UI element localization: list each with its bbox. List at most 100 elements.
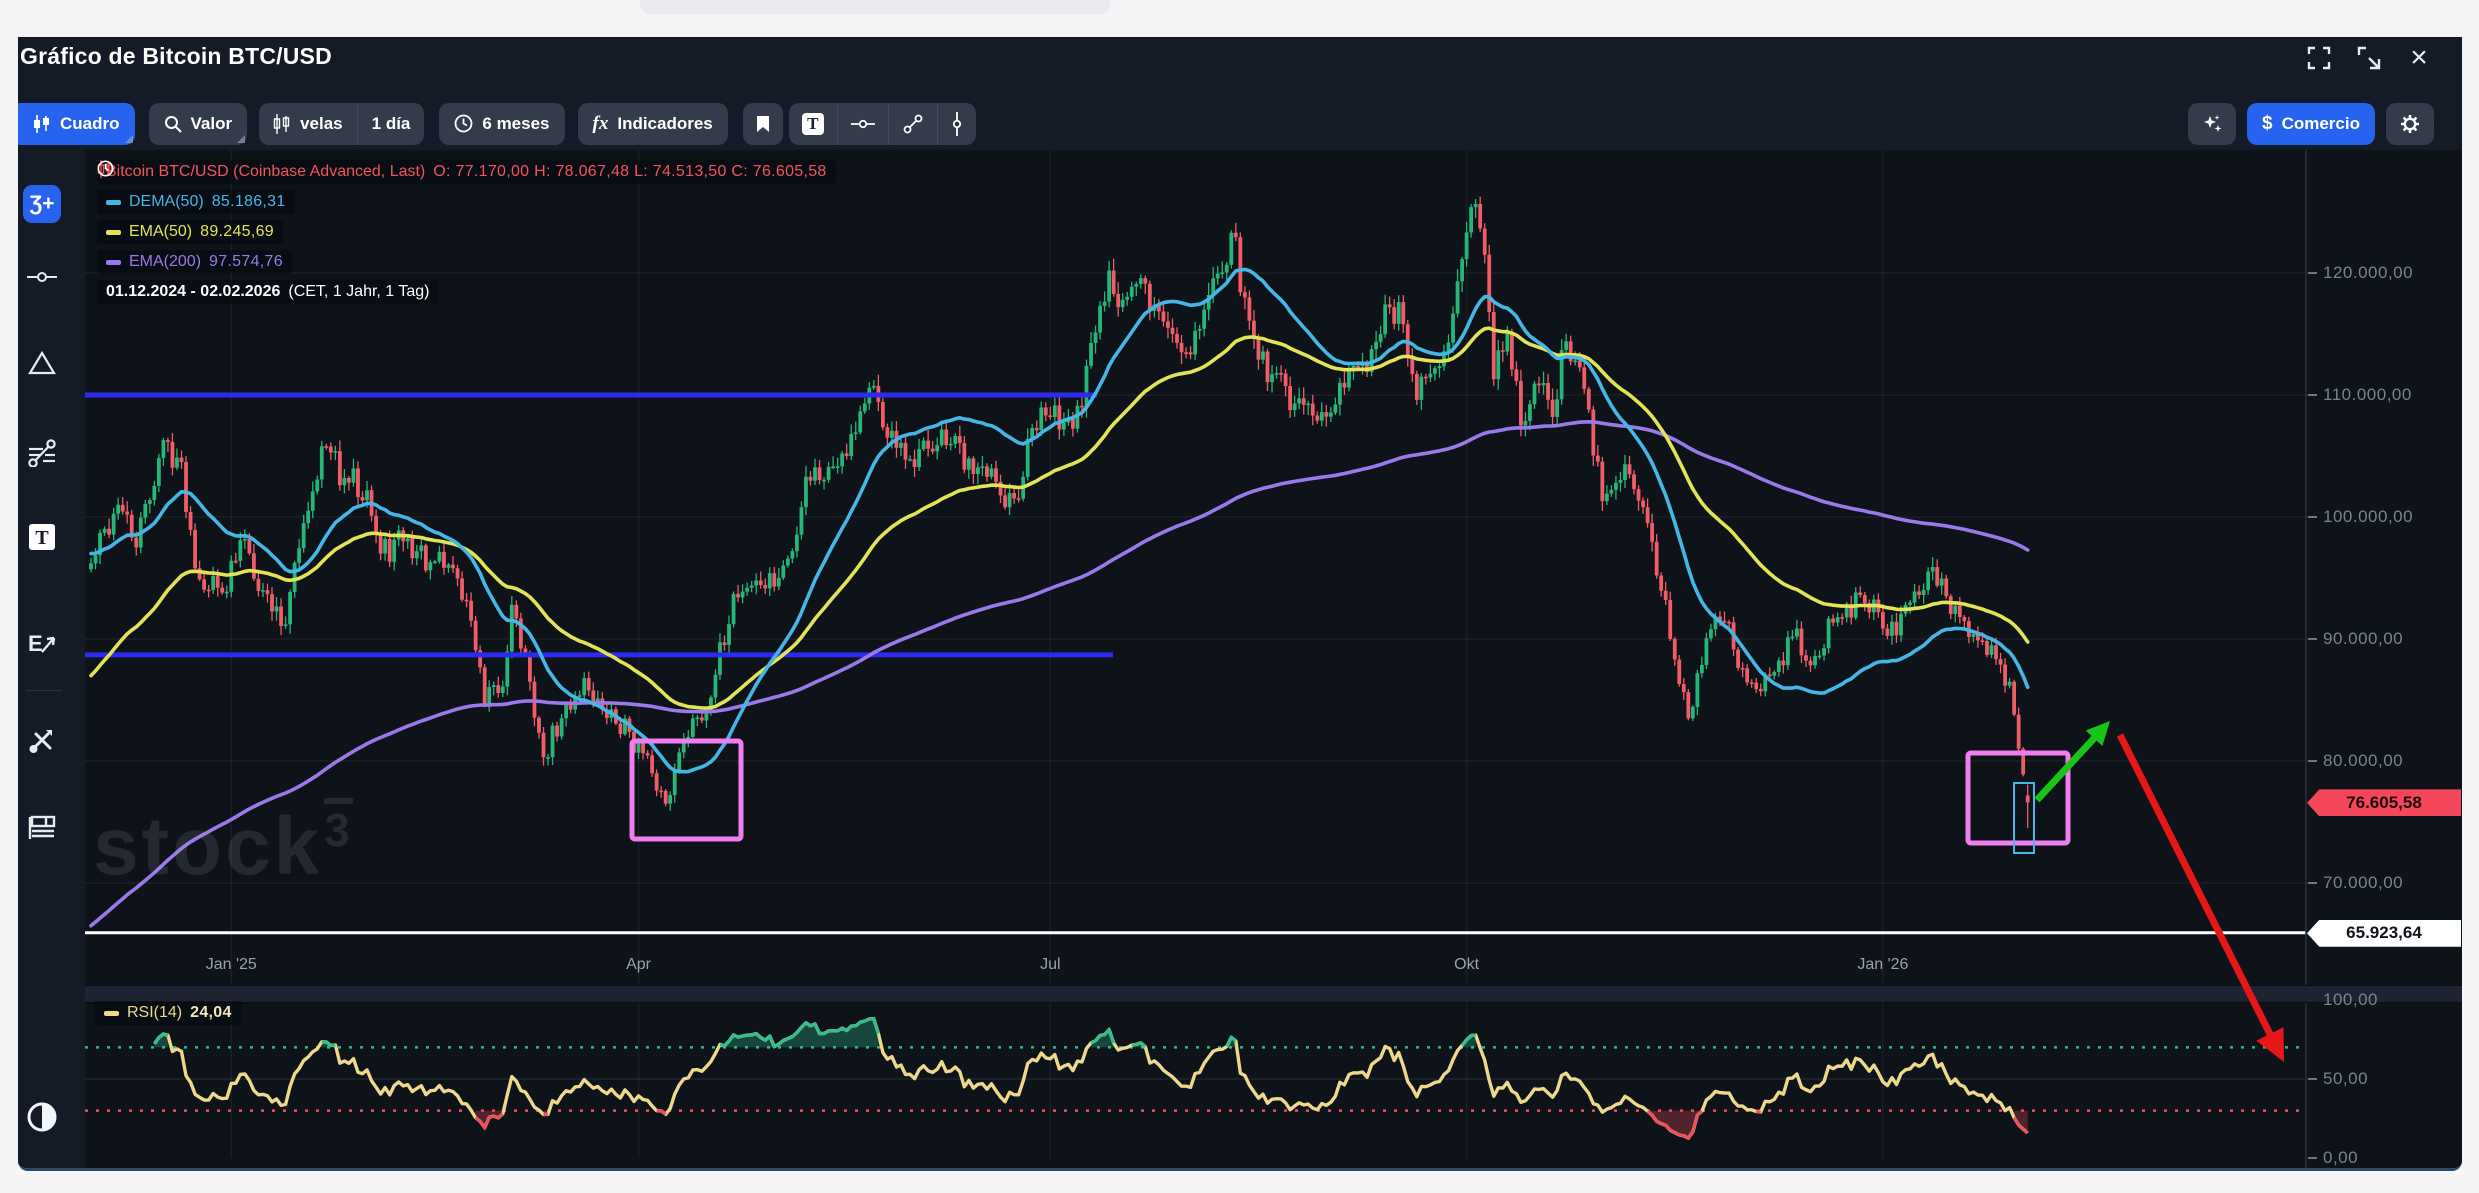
x-axis-label: Jan '25 bbox=[205, 956, 257, 973]
charttype-interval-group: velas 1 día bbox=[259, 102, 425, 145]
search-icon bbox=[164, 115, 182, 133]
valor-label: Valor bbox=[190, 113, 233, 133]
sidebar-elliott-tool[interactable]: E bbox=[21, 623, 63, 663]
window-title: Gráfico de Bitcoin BTC/USD bbox=[20, 43, 332, 69]
indicators-label: Indicadores bbox=[617, 113, 713, 133]
theme-contrast-button[interactable] bbox=[21, 1097, 63, 1137]
legend-ema200-row[interactable]: EMA(200) 97.574,76 bbox=[97, 250, 292, 274]
ema50-name: EMA(50) bbox=[129, 223, 193, 240]
vertical-line-icon bbox=[952, 111, 961, 136]
dropdown-corner bbox=[124, 134, 133, 143]
horizontal-line-icon bbox=[850, 119, 875, 128]
wrench-tools-icon bbox=[29, 730, 52, 753]
y-axis-label: 70.000,00 bbox=[2323, 873, 2404, 892]
stock3-plus-button[interactable]: Ʒ+ bbox=[23, 185, 61, 223]
dema50-value: 85.186,31 bbox=[211, 193, 286, 210]
drawing-tools-group: T bbox=[788, 102, 976, 145]
magic-button[interactable] bbox=[2188, 102, 2236, 145]
browser-artifact bbox=[640, 0, 1110, 14]
rsi-axis-label: 50,00 bbox=[2323, 1069, 2369, 1088]
interval-label: 1 día bbox=[371, 113, 411, 133]
legend-symbol-row[interactable]: Bitcoin BTC/USD (Coinbase Advanced, Last… bbox=[97, 160, 836, 184]
ema50-swatch bbox=[106, 229, 121, 235]
x-axis-label: Jul bbox=[1040, 956, 1061, 973]
window-controls: × bbox=[2306, 41, 2432, 74]
ema200-swatch bbox=[106, 259, 121, 265]
close-button[interactable]: × bbox=[2410, 41, 2428, 74]
legend-daterange-row: 01.12.2024 - 02.02.2026 (CET, 1 Jahr, 1 … bbox=[97, 160, 439, 304]
text-icon: T bbox=[29, 524, 55, 550]
vline-tool-button[interactable] bbox=[936, 102, 976, 145]
chart-legend: Bitcoin BTC/USD (Coinbase Advanced, Last… bbox=[97, 160, 836, 310]
chart-area[interactable]: stock3 Bitcoin BTC/USD (Coinbase Advance… bbox=[85, 150, 2462, 1168]
ema50-value: 89.245,69 bbox=[200, 223, 275, 240]
chart-window: Gráfico de Bitcoin BTC/USD × bbox=[18, 37, 2462, 1171]
range-button[interactable]: 6 meses bbox=[439, 102, 565, 145]
settings-button[interactable] bbox=[2386, 102, 2434, 145]
sidebar-layout-button[interactable] bbox=[21, 808, 63, 848]
y-axis-label: 120.000,00 bbox=[2323, 263, 2414, 282]
alert-price-tag: 65.923,64 bbox=[2307, 919, 2461, 947]
ema200-value: 97.574,76 bbox=[209, 253, 283, 270]
rsi-value: 24,04 bbox=[190, 1004, 232, 1021]
svg-text:E: E bbox=[28, 631, 43, 656]
sidebar-hline-tool[interactable] bbox=[21, 257, 63, 297]
trade-label: Comercio bbox=[2281, 113, 2360, 133]
dollar-icon: $ bbox=[2262, 112, 2273, 134]
trendline-tool-button[interactable] bbox=[887, 102, 937, 145]
clock-icon bbox=[454, 114, 473, 133]
toolbar: Cuadro Valor velas bbox=[18, 97, 2462, 150]
fullscreen-icon bbox=[2307, 46, 2331, 70]
interval-button[interactable]: 1 día bbox=[356, 102, 425, 145]
rsi-legend-row[interactable]: RSI(14) 24,04 bbox=[95, 1001, 241, 1025]
layout-cuadro-button[interactable]: Cuadro bbox=[18, 102, 135, 145]
trend-lines-icon bbox=[28, 439, 56, 467]
trade-button[interactable]: $ Comercio bbox=[2247, 102, 2375, 145]
chart-type-label: velas bbox=[300, 113, 343, 133]
e-arrow-icon: E bbox=[28, 631, 56, 656]
popout-button[interactable] bbox=[2356, 45, 2382, 71]
bookmark-button[interactable] bbox=[742, 102, 783, 145]
dropdown-corner bbox=[237, 134, 246, 143]
stock3-logo-icon: Ʒ+ bbox=[29, 192, 55, 215]
titlebar: Gráfico de Bitcoin BTC/USD × bbox=[18, 37, 2462, 95]
sidebar-triangle-tool[interactable] bbox=[21, 343, 63, 383]
y-axis-label: 80.000,00 bbox=[2323, 751, 2404, 770]
panel-resize-handle[interactable] bbox=[85, 985, 2462, 1003]
indicators-button[interactable]: fx Indicadores bbox=[577, 102, 728, 145]
trendline-icon bbox=[903, 114, 923, 133]
daterange-text: 01.12.2024 - 02.02.2026 bbox=[106, 283, 281, 300]
triangle-icon bbox=[28, 351, 56, 375]
rsi-legend: RSI(14) 24,04 bbox=[95, 1001, 241, 1029]
hline-tool-button[interactable] bbox=[836, 102, 888, 145]
legend-ema50-row[interactable]: EMA(50) 89.245,69 bbox=[97, 220, 284, 244]
tool-sidebar: Ʒ+ bbox=[18, 150, 85, 1168]
chart-type-button[interactable]: velas bbox=[259, 103, 357, 145]
legend-dema50-row[interactable]: DEMA(50) 85.186,31 bbox=[97, 190, 295, 214]
gear-icon bbox=[2401, 114, 2419, 133]
x-axis-label: Okt bbox=[1454, 956, 1480, 973]
svg-text:T: T bbox=[35, 527, 49, 549]
contrast-icon bbox=[27, 1102, 57, 1132]
rsi-name: RSI(14) bbox=[127, 1004, 183, 1021]
y-axis-label: 90.000,00 bbox=[2323, 629, 2404, 648]
daterange-info: (CET, 1 Jahr, 1 Tag) bbox=[288, 283, 430, 300]
legend-ohlc-values: O: 77.170,00 H: 78.067,48 L: 74.513,50 C… bbox=[433, 163, 827, 180]
candles-icon bbox=[273, 113, 290, 134]
sidebar-indicator-tool[interactable] bbox=[21, 433, 63, 473]
text-icon: T bbox=[801, 112, 824, 135]
rsi-axis-label: 0,00 bbox=[2323, 1148, 2359, 1167]
text-tool-button[interactable]: T bbox=[789, 103, 837, 145]
sidebar-tools-button[interactable] bbox=[21, 720, 63, 760]
sidebar-text-tool[interactable]: T bbox=[21, 517, 63, 557]
symbol-search-button[interactable]: Valor bbox=[148, 102, 248, 145]
sidebar-divider bbox=[26, 690, 62, 691]
legend-symbol-name: Bitcoin BTC/USD (Coinbase Advanced, Last… bbox=[106, 163, 426, 180]
fullscreen-button[interactable] bbox=[2306, 45, 2332, 71]
popout-icon bbox=[2357, 46, 2381, 70]
ema200-name: EMA(200) bbox=[129, 253, 202, 270]
stock3-watermark: stock3 bbox=[93, 797, 353, 888]
candles-icon bbox=[34, 114, 49, 133]
x-axis-label: Apr bbox=[626, 956, 651, 973]
